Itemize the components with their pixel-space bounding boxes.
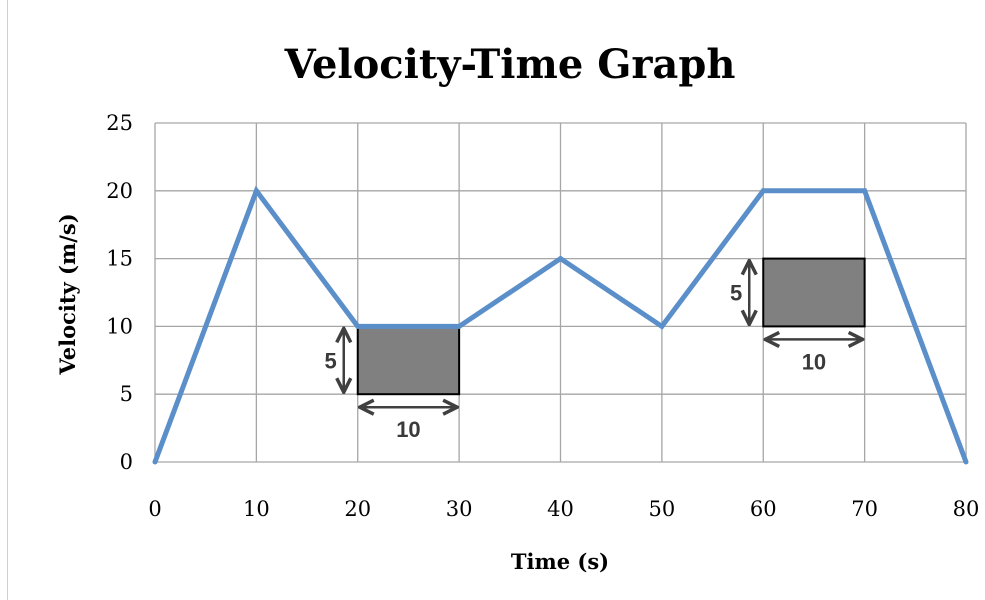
tick-labels: 0 10 20 30 40 50 60 70 80 0 5 10 15 20 25: [106, 111, 979, 521]
x-tick-label: 50: [649, 497, 676, 521]
x-axis-title: Time (s): [511, 549, 609, 574]
x-tick-label: 30: [446, 497, 473, 521]
annotation-layer: 10 5 10 5: [325, 257, 866, 442]
x-tick-label: 40: [547, 497, 574, 521]
data-point: [963, 459, 969, 465]
x-tick-label: 80: [953, 497, 980, 521]
width-label: 10: [802, 349, 826, 374]
y-tick-label: 25: [106, 111, 133, 135]
x-tick-label: 20: [344, 497, 371, 521]
x-tick-label: 10: [243, 497, 270, 521]
area-rectangle: [356, 325, 461, 396]
y-tick-label: 10: [106, 314, 133, 338]
data-point: [760, 188, 766, 194]
data-point: [659, 323, 665, 329]
x-tick-label: 70: [851, 497, 878, 521]
data-point: [152, 459, 158, 465]
x-tick-label: 60: [750, 497, 777, 521]
y-tick-label: 0: [120, 450, 133, 474]
area-rectangle: [762, 257, 866, 328]
series-layer: [152, 185, 969, 465]
data-point: [862, 188, 868, 194]
data-point: [456, 323, 462, 329]
chart-title: Velocity-Time Graph: [284, 41, 736, 88]
data-point: [355, 323, 361, 329]
y-tick-label: 20: [106, 179, 133, 203]
y-axis-title: Velocity (m/s): [55, 213, 80, 375]
data-point: [558, 256, 563, 262]
y-tick-label: 5: [120, 382, 133, 406]
height-label: 5: [325, 348, 337, 373]
x-tick-label: 0: [148, 497, 161, 521]
width-label: 10: [396, 417, 420, 442]
y-tick-label: 15: [106, 247, 133, 271]
frame-border: [7, 0, 8, 600]
data-point: [253, 188, 259, 194]
height-label: 5: [730, 281, 742, 306]
